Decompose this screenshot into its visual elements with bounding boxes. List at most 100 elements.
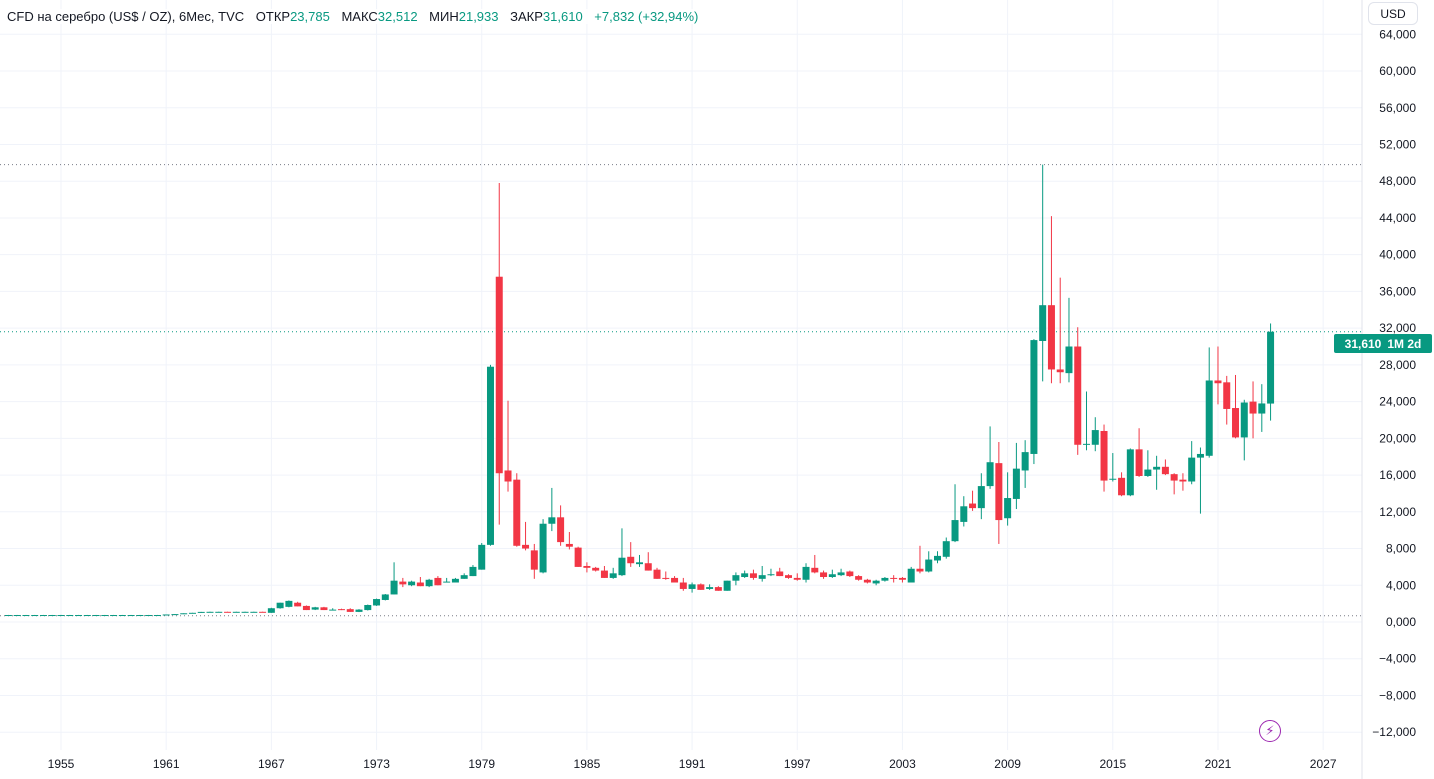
candle-body [837,572,845,576]
candle-up [188,612,196,614]
candle-body [1091,430,1099,445]
reference-lines [0,164,1362,617]
candle-up [767,568,775,577]
symbol-title[interactable]: CFD на серебро (US$ / OZ), 6Мес, TVC [7,9,245,24]
y-tick-label: 0,000 [1386,615,1416,629]
candle-down [504,400,512,492]
candle-down [671,576,679,583]
candle-up [171,614,179,616]
candle-body [627,556,635,564]
bar-countdown: 1M 2d [1387,336,1422,351]
open-label: ОТКР [255,9,291,24]
candle-body [653,569,661,579]
candle-body [1170,474,1178,481]
candle-up [1083,391,1091,451]
candle-down [434,576,442,586]
candle-up [741,570,749,578]
candle-down [863,578,871,584]
candle-up [241,611,249,613]
lightning-icon[interactable]: ⚡︎ [1259,720,1281,742]
candle-up [872,579,880,586]
candle-up [232,611,240,613]
candle-down [1047,216,1055,384]
candle-down [1100,424,1108,492]
candle-up [57,614,65,617]
candle-body [1258,403,1266,414]
candle-up [66,614,74,617]
candle-down [495,183,503,525]
candle-body [600,570,608,578]
candle-body [1056,369,1064,373]
candle-body [1153,466,1161,470]
candle-body [846,571,854,577]
candle-up [75,614,83,617]
grid-lines [0,0,1362,750]
candle-down [1074,327,1082,455]
candle-body [548,517,556,524]
candle-body [969,503,977,509]
candle-body [390,580,398,595]
candle-body [723,580,731,591]
candle-up [609,567,617,579]
candle-up [1091,417,1099,452]
y-tick-label: 36,000 [1379,284,1416,298]
price-axis[interactable]: −12,000 −8,000 −4,000 0,000 4,000 8,000 12,000… [1372,27,1416,739]
candle-body [574,547,582,567]
candle-down [793,573,801,581]
candle-body [557,517,565,543]
x-tick-label: 1973 [363,757,390,771]
candle-body [714,587,722,591]
candle-up [92,614,100,617]
y-tick-label: −4,000 [1379,652,1416,666]
candle-body [381,594,389,600]
candle-body [267,608,275,613]
x-tick-label: 1961 [153,757,180,771]
y-tick-label: 16,000 [1379,468,1416,482]
candle-body [925,559,933,572]
candle-body [206,611,214,613]
candle-body [820,572,828,578]
candle-body [434,577,442,586]
candle-down [679,577,687,591]
candle-body [250,611,258,613]
candle-body [793,577,801,580]
time-axis[interactable]: 1955 1961 1967 1973 1979 1985 1991 1997 2003 2009… [48,757,1337,771]
currency-button[interactable]: USD [1368,2,1418,25]
candle-body [48,615,56,617]
candle-body [127,615,135,617]
candle-up [197,611,205,613]
candle-up [539,519,547,574]
candle-down [1118,472,1126,497]
candle-body [1232,408,1240,438]
candle-body [898,577,906,580]
candle-body [1021,452,1029,471]
candle-body [171,614,179,616]
last-price-tag: 31,610 1M 2d [1334,334,1432,353]
candle-up [250,611,258,613]
candle-body [592,567,600,571]
candle-down [697,583,705,590]
candle-down [627,542,635,567]
x-tick-label: 1985 [574,757,601,771]
x-tick-label: 1997 [784,757,811,771]
candle-body [618,557,626,576]
candle-body [960,506,968,522]
change-value: +7,832 (+32,94%) [594,9,699,24]
x-tick-label: 1979 [468,757,495,771]
candle-up [951,484,959,543]
candle-body [776,571,784,577]
x-tick-label: 1967 [258,757,285,771]
candle-down [811,554,819,574]
candle-body [513,479,521,546]
candle-body [1267,331,1275,404]
candle-up [136,614,144,617]
candle-down [749,569,757,580]
candle-body [495,276,503,474]
candle-up [1205,347,1213,458]
candle-body [539,523,547,573]
candle-body [1196,453,1204,458]
candle-body [302,605,310,611]
y-tick-label: 60,000 [1379,64,1416,78]
candle-body [942,541,950,557]
